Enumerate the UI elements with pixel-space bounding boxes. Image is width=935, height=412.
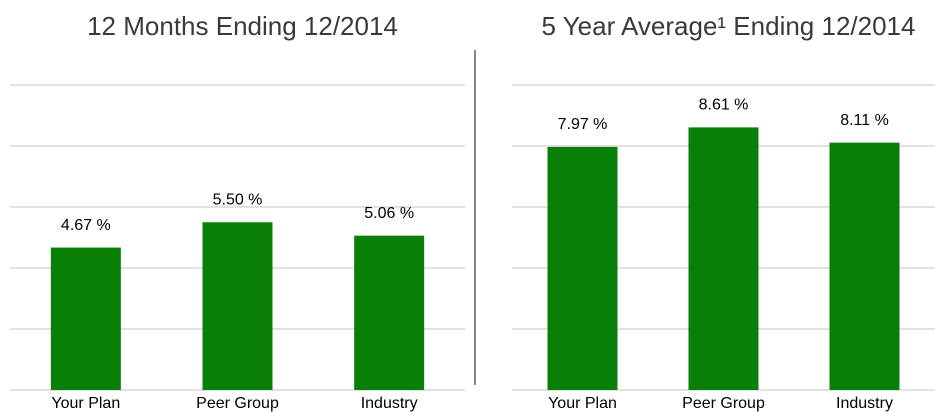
- bar: [50, 247, 121, 390]
- x-tick-label: Industry: [361, 395, 418, 412]
- value-label: 7.97 %: [558, 116, 608, 133]
- x-tick-label: Peer Group: [682, 395, 765, 412]
- bar: [354, 235, 425, 390]
- value-label: 4.67 %: [61, 217, 111, 234]
- value-label: 8.61 %: [699, 97, 749, 114]
- value-label: 5.50 %: [213, 191, 263, 208]
- value-label: 8.11 %: [840, 112, 889, 129]
- bar: [202, 222, 273, 390]
- x-tick-label: Industry: [836, 395, 893, 412]
- x-tick-label: Your Plan: [51, 395, 120, 412]
- x-tick-label: Peer Group: [196, 395, 279, 412]
- value-label: 5.06 %: [364, 205, 414, 222]
- bar: [688, 127, 759, 391]
- bar: [547, 146, 618, 390]
- bar: [829, 142, 900, 390]
- chart-title: 5 Year Average¹ Ending 12/2014: [542, 11, 916, 41]
- x-tick-label: Your Plan: [548, 395, 617, 412]
- chart-title: 12 Months Ending 12/2014: [87, 11, 398, 41]
